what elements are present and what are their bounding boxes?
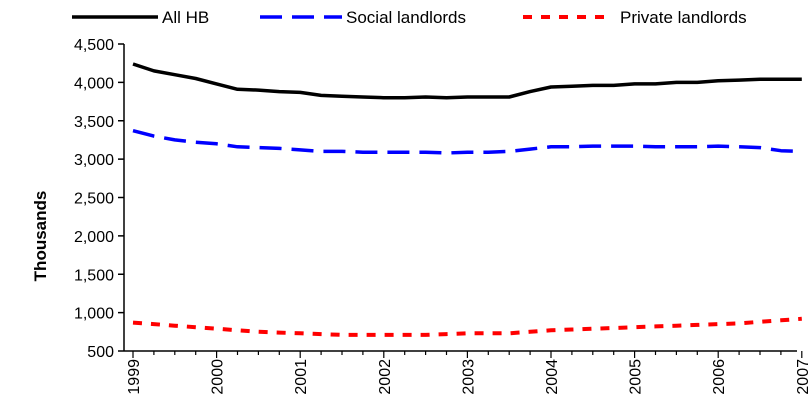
y-axis: 500 1,000 1,500 2,000 2,500 3,000 3,500 4,000 4,… (74, 37, 125, 361)
x-tick-label: 2001 (293, 359, 310, 395)
legend: All HB Social landlords Private landlords (72, 8, 747, 27)
legend-label: Social landlords (346, 8, 466, 27)
legend-label: Private landlords (620, 8, 747, 27)
legend-label: All HB (162, 8, 209, 27)
legend-item-private-landlords: Private landlords (523, 8, 747, 27)
y-tick-label: 2,000 (74, 229, 114, 246)
x-tick-label: 2002 (377, 359, 394, 395)
y-tick-label: 3,500 (74, 114, 114, 131)
y-tick-label: 500 (87, 344, 114, 361)
legend-item-social-landlords: Social landlords (260, 8, 466, 27)
y-tick-label: 1,500 (74, 267, 114, 284)
x-tick-label: 1999 (126, 359, 143, 395)
x-tick-label: 2000 (210, 359, 227, 395)
series-line-social-landlords (132, 129, 802, 155)
y-tick-label: 2,500 (74, 191, 114, 208)
series-line-all-hb (132, 62, 802, 100)
x-tick-label: 2005 (628, 359, 645, 395)
legend-item-all-hb: All HB (72, 8, 209, 27)
y-axis-title: Thousands (31, 191, 50, 282)
y-tick-label: 4,000 (74, 75, 114, 92)
x-tick-label: 2006 (711, 359, 728, 395)
series-layer (132, 62, 802, 337)
x-tick-label: 2007 (795, 359, 811, 395)
y-tick-label: 1,000 (74, 306, 114, 323)
x-tick-label: 2004 (544, 359, 561, 395)
x-tick-label: 2003 (460, 359, 477, 395)
y-tick-label: 3,000 (74, 152, 114, 169)
series-line-private-landlords (132, 316, 802, 337)
x-axis: 1999 2000 2001 2002 2003 2004 2005 2006 2007 (124, 350, 811, 395)
y-tick-label: 4,500 (74, 37, 114, 54)
